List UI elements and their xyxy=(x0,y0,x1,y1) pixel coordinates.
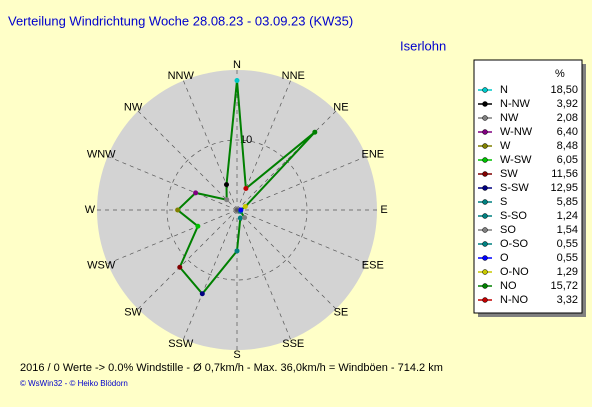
direction-label: NE xyxy=(333,101,348,113)
legend-label: N-NW xyxy=(500,98,531,110)
point-marker xyxy=(234,248,240,254)
legend-value: 5,85 xyxy=(557,196,578,208)
legend-value: 18,50 xyxy=(550,84,578,96)
legend-label: W-SW xyxy=(500,154,532,166)
legend-value: 3,92 xyxy=(557,98,578,110)
legend-marker xyxy=(482,199,488,205)
legend-value: 6,05 xyxy=(557,154,578,166)
point-marker xyxy=(243,186,249,192)
direction-label: WSW xyxy=(87,259,116,271)
direction-label: ESE xyxy=(362,259,384,271)
legend-value: 15,72 xyxy=(550,280,578,292)
direction-label: WNW xyxy=(87,148,116,160)
direction-label: SE xyxy=(334,306,349,318)
direction-label: SSW xyxy=(168,338,194,350)
point-marker xyxy=(238,207,244,213)
legend-value: 1,54 xyxy=(557,224,578,236)
point-marker xyxy=(242,215,248,221)
legend-marker xyxy=(482,255,488,261)
legend-marker xyxy=(482,115,488,121)
legend-value: 8,48 xyxy=(557,140,578,152)
point-marker xyxy=(175,207,181,213)
point-marker xyxy=(242,204,248,210)
legend-label: NW xyxy=(500,112,519,124)
legend-marker xyxy=(482,241,488,247)
legend-value: 0,55 xyxy=(557,252,578,264)
legend-marker xyxy=(482,283,488,289)
direction-label: S xyxy=(233,349,240,361)
legend-header: % xyxy=(555,68,565,80)
legend-label: W-NW xyxy=(500,126,533,138)
legend-label: S-SW xyxy=(500,182,529,194)
credit: © WsWin32 - © Heiko Blödorn xyxy=(20,379,128,388)
point-marker xyxy=(177,264,183,270)
legend-marker xyxy=(482,157,488,163)
direction-label: NW xyxy=(124,101,143,113)
legend-value: 6,40 xyxy=(557,126,578,138)
direction-label: SW xyxy=(124,306,142,318)
direction-label: E xyxy=(380,204,387,216)
legend-box xyxy=(473,59,583,314)
legend-value: 0,55 xyxy=(557,238,578,250)
direction-label: N xyxy=(233,59,241,71)
direction-label: NNW xyxy=(168,70,195,82)
legend-marker xyxy=(482,213,488,219)
legend-value: 11,56 xyxy=(551,168,578,180)
footer: 2016 / 0 Werte -> 0.0% Windstille - Ø 0,… xyxy=(20,362,443,374)
direction-label: W xyxy=(85,204,96,216)
legend-value: 2,08 xyxy=(557,112,578,124)
point-marker xyxy=(199,291,205,297)
legend-value: 3,32 xyxy=(557,294,578,306)
legend-label: O-SO xyxy=(500,238,529,250)
point-marker xyxy=(234,78,240,83)
legend-label: S xyxy=(500,196,507,208)
point-marker xyxy=(193,190,199,196)
point-marker xyxy=(224,197,230,203)
legend-marker xyxy=(482,185,488,191)
legend-value: 1,24 xyxy=(557,210,578,222)
legend-value: 12,95 xyxy=(550,182,578,194)
grid-ring xyxy=(166,139,308,281)
legend-marker xyxy=(482,171,488,177)
legend-label: SO xyxy=(500,224,516,236)
point-marker xyxy=(195,223,201,229)
legend-label: N-NO xyxy=(500,294,529,306)
legend-label: W xyxy=(500,140,511,152)
direction-label: SSE xyxy=(282,338,304,350)
chart-title: Verteilung Windrichtung Woche 28.08.23 -… xyxy=(8,13,353,28)
direction-label: NNE xyxy=(282,70,305,82)
legend-label: NO xyxy=(500,280,517,292)
legend-marker xyxy=(482,269,488,275)
legend-label: O xyxy=(500,252,509,264)
point-marker xyxy=(312,129,318,135)
legend-label: S-SO xyxy=(500,210,527,222)
legend-label: SW xyxy=(500,168,518,180)
legend-marker xyxy=(482,87,488,93)
legend-value: 1,29 xyxy=(557,266,578,278)
legend-marker xyxy=(482,143,488,149)
legend-marker xyxy=(482,129,488,135)
point-marker xyxy=(237,215,243,221)
legend-marker xyxy=(482,297,488,303)
legend-label: N xyxy=(500,84,508,96)
legend-marker xyxy=(482,101,488,107)
legend-label: O-NO xyxy=(500,266,529,278)
point-marker xyxy=(223,182,229,188)
legend-marker xyxy=(482,227,488,233)
direction-label: ENE xyxy=(361,148,384,160)
chart-subtitle: Iserlohn xyxy=(400,38,446,53)
